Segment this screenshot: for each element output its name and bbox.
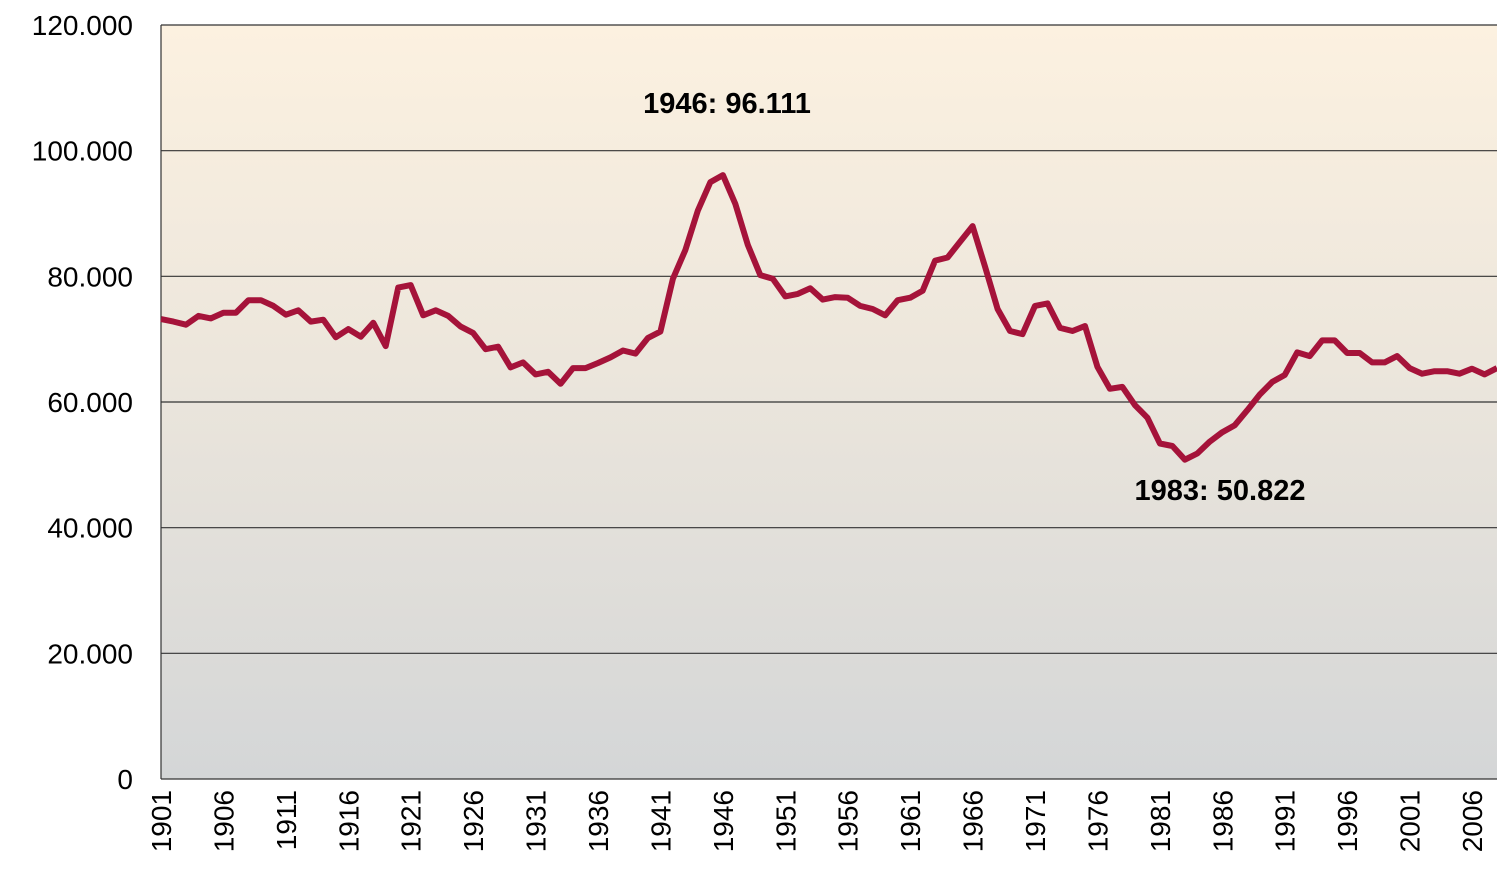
x-tick-label: 1906	[208, 790, 239, 852]
y-tick-label: 20.000	[47, 638, 133, 669]
y-tick-label: 0	[117, 764, 133, 795]
x-tick-label: 2006	[1457, 790, 1488, 852]
x-tick-label: 1961	[895, 790, 926, 852]
x-tick-label: 1996	[1332, 790, 1363, 852]
x-tick-label: 1951	[770, 790, 801, 852]
y-tick-label: 40.000	[47, 513, 133, 544]
x-tick-label: 1956	[833, 790, 864, 852]
x-tick-label: 2001	[1395, 790, 1426, 852]
x-tick-label: 1901	[146, 790, 177, 852]
x-tick-label: 1941	[645, 790, 676, 852]
x-tick-label: 1936	[583, 790, 614, 852]
x-tick-label: 1991	[1270, 790, 1301, 852]
x-tick-label: 1921	[396, 790, 427, 852]
x-tick-label: 1926	[458, 790, 489, 852]
x-tick-label: 1931	[521, 790, 552, 852]
annotation: 1983: 50.822	[1135, 475, 1306, 507]
y-tick-label: 60.000	[47, 387, 133, 418]
data-line	[160, 172, 1497, 463]
x-tick-label: 1971	[1020, 790, 1051, 852]
y-tick-label: 80.000	[47, 261, 133, 292]
y-tick-label: 120.000	[32, 10, 133, 41]
annotation: 1946: 96.111	[643, 88, 811, 120]
x-tick-label: 1976	[1082, 790, 1113, 852]
y-tick-label: 100.000	[32, 136, 133, 167]
x-tick-label: 1966	[958, 790, 989, 852]
x-tick-label: 1946	[708, 790, 739, 852]
x-tick-label: 1981	[1145, 790, 1176, 852]
x-tick-label: 1986	[1207, 790, 1238, 852]
x-tick-label: 1916	[333, 790, 364, 852]
x-tick-label: 1911	[271, 790, 302, 850]
